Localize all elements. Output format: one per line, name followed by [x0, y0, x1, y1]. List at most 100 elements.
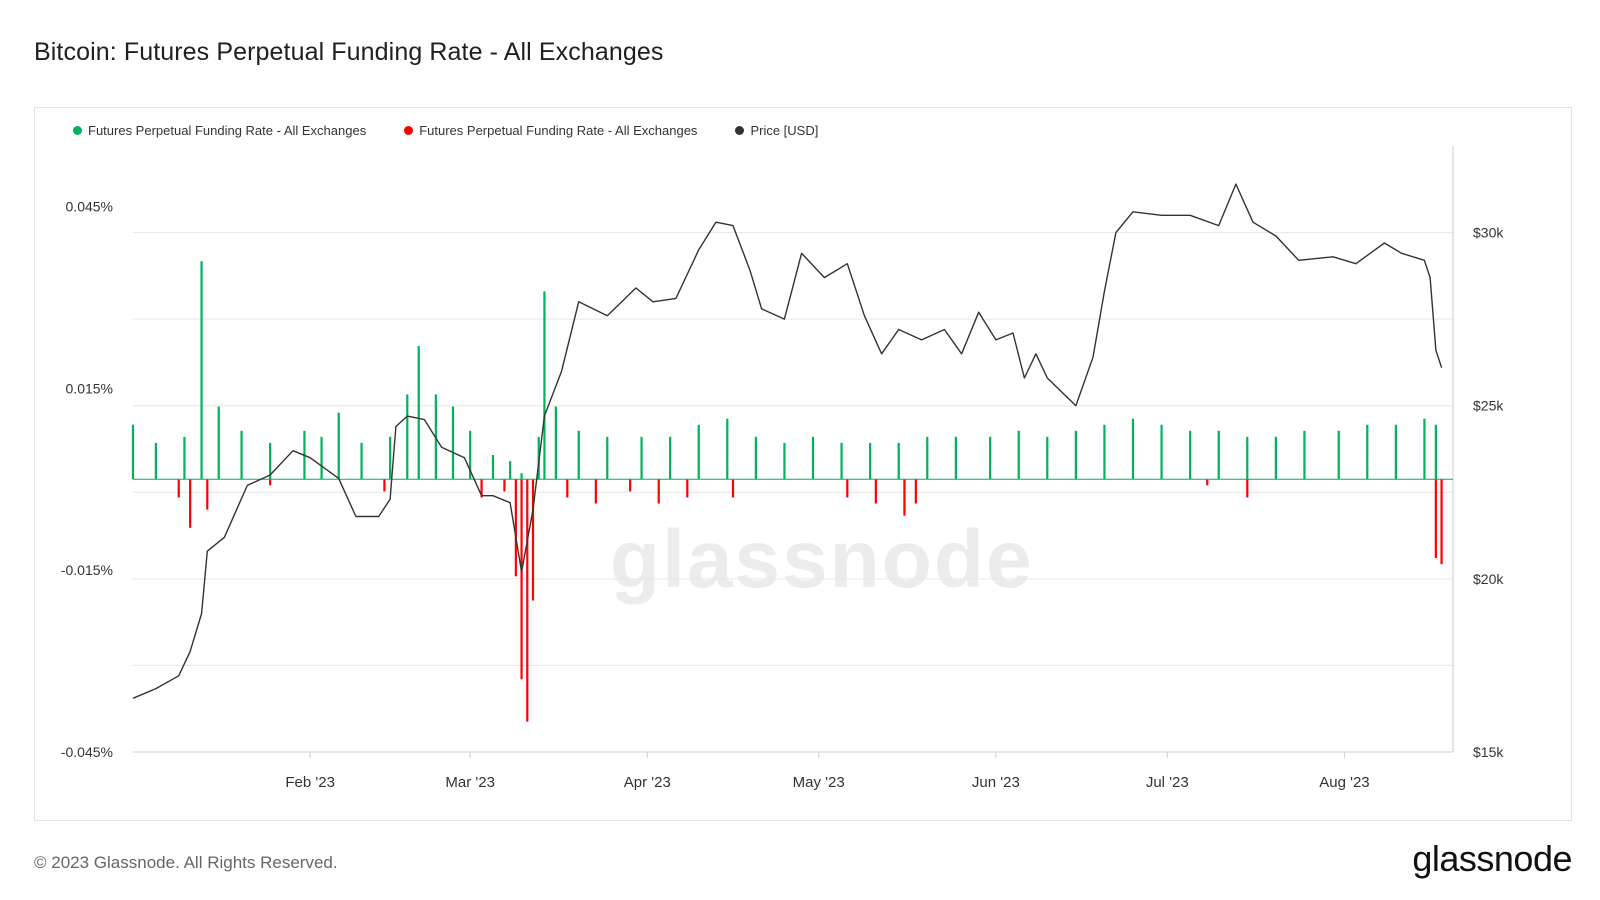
funding-bar-positive: [1337, 430, 1340, 480]
funding-bar-positive: [406, 394, 409, 480]
legend-label: Price [USD]: [750, 123, 819, 138]
funding-bar-positive: [1103, 424, 1106, 480]
funding-bar-positive: [451, 406, 455, 480]
chart-title: Bitcoin: Futures Perpetual Funding Rate …: [34, 38, 664, 66]
funding-bar-negative: [657, 479, 660, 504]
funding-bar-positive: [1434, 424, 1437, 480]
funding-bar-positive: [337, 412, 340, 480]
funding-bar-positive: [200, 261, 203, 480]
funding-bar-positive: [389, 436, 392, 480]
funding-bar-negative: [903, 479, 906, 516]
funding-bar-negative: [383, 479, 386, 492]
funding-bar-positive: [989, 436, 992, 480]
funding-bar-positive: [183, 436, 186, 480]
legend-dot-price: [735, 126, 745, 135]
legend: Futures Perpetual Funding Rate - All Exc…: [73, 123, 818, 138]
funding-bar-negative: [1440, 479, 1443, 565]
funding-bar-negative: [514, 479, 517, 577]
funding-bar-positive: [1189, 430, 1192, 480]
legend-dot-green: [73, 126, 82, 135]
funding-bar-positive: [154, 442, 157, 480]
funding-bar-negative: [526, 479, 529, 722]
funding-bar-positive: [320, 436, 323, 480]
x-tick-label: May '23: [793, 774, 845, 791]
funding-bar-positive: [669, 436, 672, 480]
funding-bar-negative: [1246, 479, 1249, 498]
funding-bar-positive: [554, 406, 557, 480]
funding-bar-positive: [606, 436, 609, 480]
y-right-tick-label: $20k: [1473, 571, 1504, 587]
funding-bar-positive: [1017, 430, 1020, 480]
funding-bar-positive: [543, 291, 546, 480]
funding-bar-positive: [1303, 430, 1306, 480]
legend-item-price[interactable]: Price [USD]: [735, 123, 818, 138]
funding-bar-positive: [840, 442, 843, 480]
funding-bar-negative: [594, 479, 597, 504]
funding-bar-negative: [731, 479, 735, 498]
funding-bar-negative: [914, 479, 917, 504]
x-tick-label: Jun '23: [972, 774, 1020, 791]
x-tick-label: Feb '23: [285, 774, 335, 791]
funding-bar-negative: [177, 479, 180, 498]
funding-bar-negative: [206, 479, 209, 510]
funding-bar-negative: [846, 479, 849, 498]
funding-bar-positive: [926, 436, 929, 480]
funding-bar-positive: [1366, 424, 1369, 480]
funding-bar-negative: [531, 479, 535, 601]
funding-bar-positive: [754, 436, 757, 480]
funding-bar-positive: [217, 406, 220, 480]
funding-bar-positive: [897, 442, 900, 480]
funding-bar-positive: [811, 436, 815, 480]
funding-bar-negative: [189, 479, 192, 528]
legend-dot-red: [404, 126, 414, 135]
legend-label: Futures Perpetual Funding Rate - All Exc…: [419, 123, 698, 138]
funding-bar-negative: [503, 479, 506, 492]
funding-bar-positive: [469, 430, 472, 480]
funding-bar-positive: [131, 424, 135, 480]
y-left-tick-label: -0.015%: [61, 562, 113, 578]
funding-bar-negative: [480, 479, 483, 498]
funding-bar-positive: [726, 418, 729, 480]
price-line: [132, 183, 1443, 699]
funding-bar-negative: [874, 479, 877, 504]
funding-bar-negative: [686, 479, 689, 498]
y-left-tick-label: 0.045%: [66, 199, 113, 215]
y-left-tick-label: -0.045%: [61, 744, 113, 760]
funding-bar-positive: [1274, 436, 1277, 480]
funding-bar-positive: [869, 442, 872, 480]
legend-item-funding-negative[interactable]: Futures Perpetual Funding Rate - All Exc…: [404, 123, 697, 138]
funding-bar-positive: [269, 442, 272, 480]
funding-bar-positive: [1046, 436, 1049, 480]
funding-rate-chart: 0.045% 0.015% -0.015% -0.045% $30k $25k $20k $1…: [61, 146, 1504, 791]
chart-panel: glassnode Futures Perpetual Funding Rate…: [34, 107, 1572, 821]
y-right-tick-label: $30k: [1473, 225, 1504, 241]
funding-bar-negative: [269, 479, 272, 486]
copyright: © 2023 Glassnode. All Rights Reserved.: [34, 853, 338, 872]
funding-bar-positive: [954, 436, 957, 480]
x-tick-label: Aug '23: [1319, 774, 1369, 791]
funding-bar-positive: [577, 430, 580, 480]
funding-bar-positive: [240, 430, 243, 480]
funding-bar-positive: [1423, 418, 1426, 480]
funding-bar-negative: [1434, 479, 1437, 559]
funding-bar-positive: [640, 436, 643, 480]
funding-bar-positive: [1217, 430, 1220, 480]
funding-bar-negative: [629, 479, 632, 492]
legend-label: Futures Perpetual Funding Rate - All Exc…: [88, 123, 367, 138]
funding-bar-positive: [491, 455, 495, 480]
funding-bar-positive: [1131, 418, 1135, 480]
funding-bar-positive: [520, 473, 523, 480]
funding-bar-positive: [1246, 436, 1249, 480]
watermark-text: glassnode: [610, 514, 1034, 605]
funding-bar-positive: [697, 424, 700, 480]
funding-bar-negative: [520, 479, 523, 680]
y-right-tick-label: $15k: [1473, 744, 1504, 760]
funding-bar-negative: [566, 479, 569, 498]
x-tick-label: Mar '23: [445, 774, 495, 791]
funding-bar-positive: [1394, 424, 1397, 480]
legend-item-funding-positive[interactable]: Futures Perpetual Funding Rate - All Exc…: [73, 123, 366, 138]
funding-bar-positive: [417, 345, 420, 480]
funding-bar-positive: [360, 442, 363, 480]
funding-bar-positive: [509, 461, 512, 480]
funding-bar-positive: [1160, 424, 1163, 480]
